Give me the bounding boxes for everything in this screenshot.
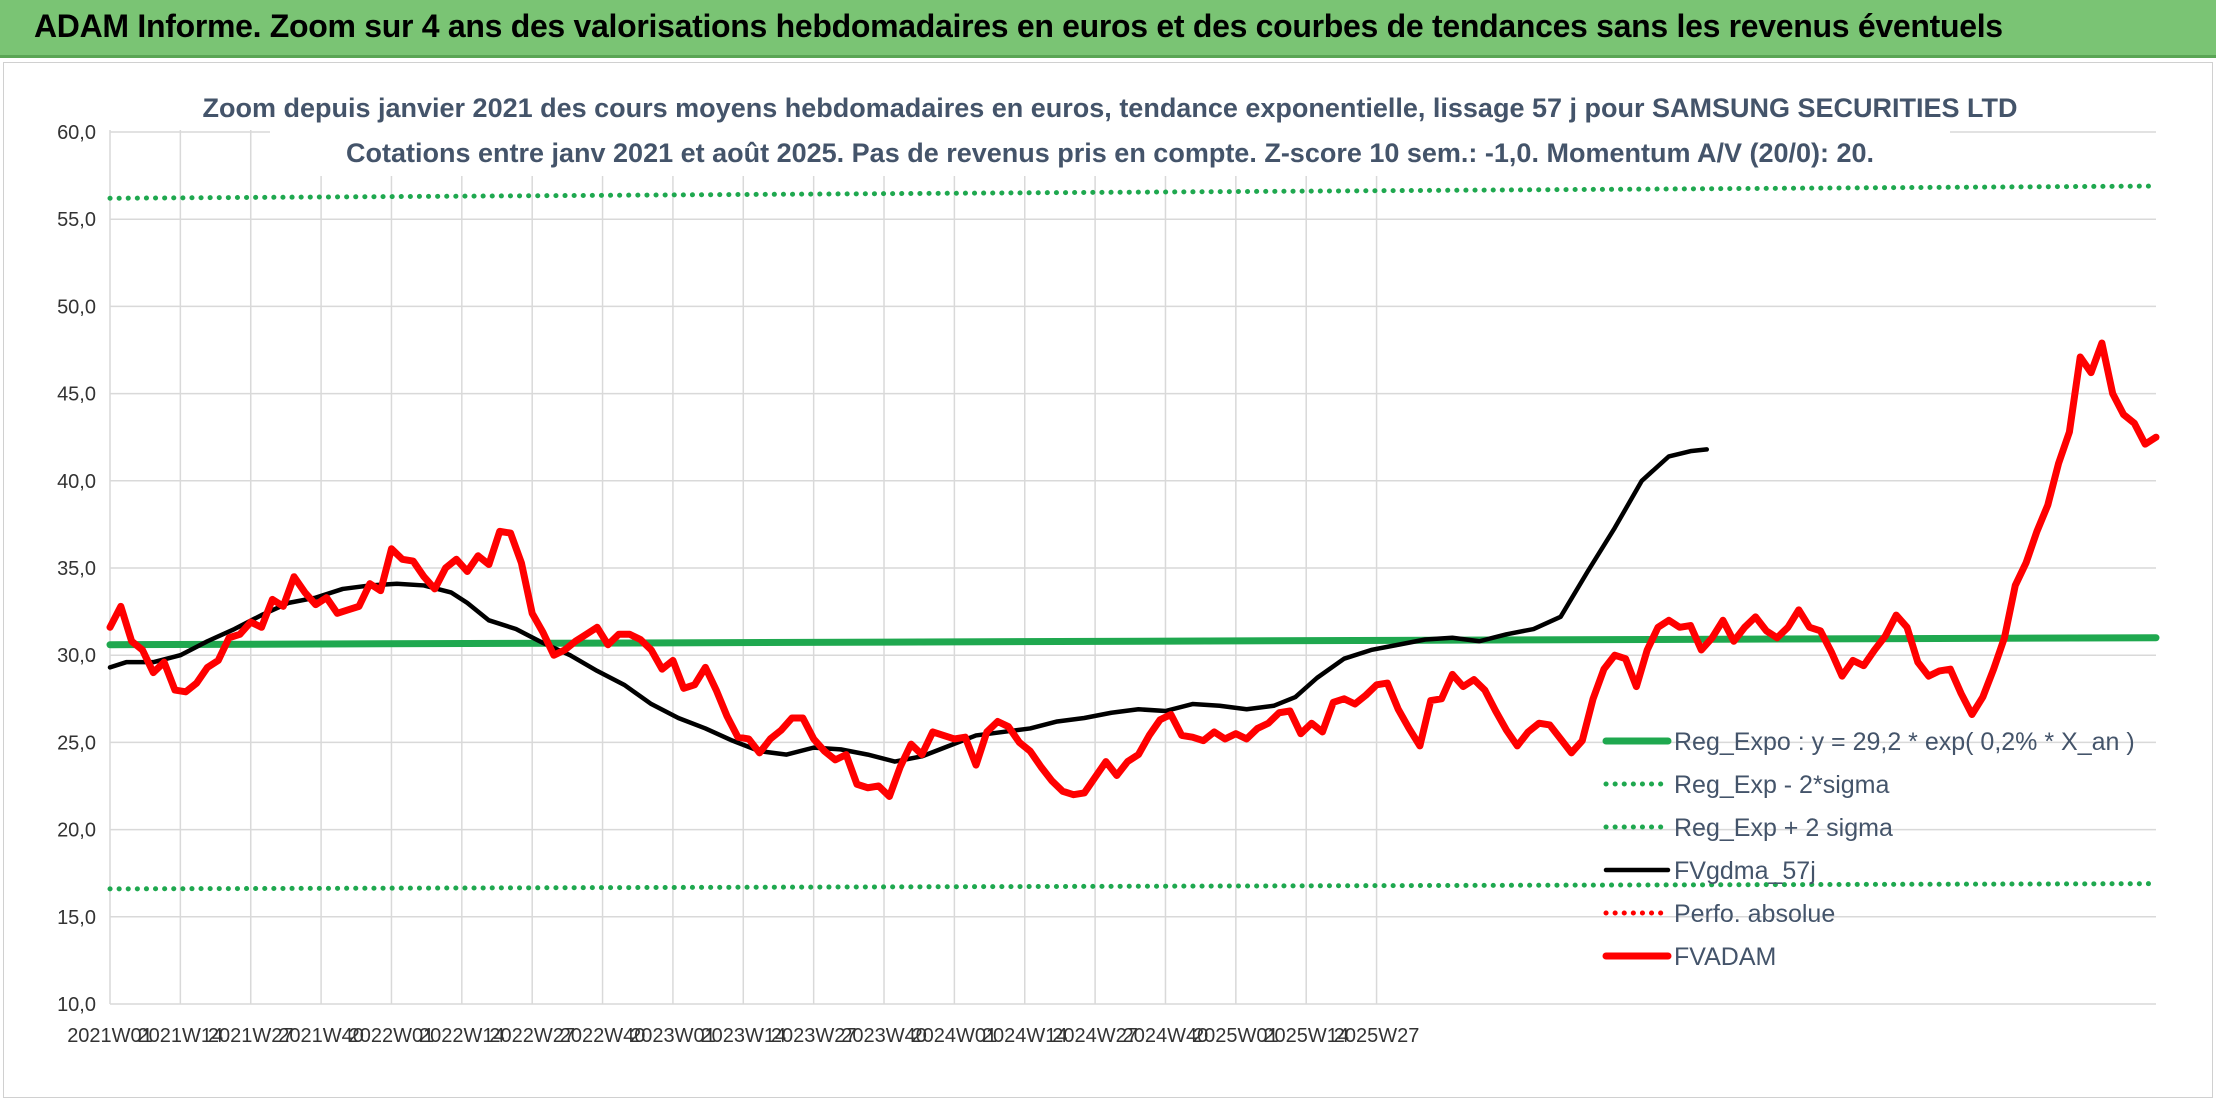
x-tick-label: 2024W40 — [1123, 1025, 1209, 1047]
series-line-5 — [106, 339, 2160, 800]
legend-label-4: Perfo. absolue — [1674, 900, 1835, 928]
x-tick-label: 2021W14 — [138, 1025, 224, 1047]
chart-frame — [3, 62, 2213, 1098]
series — [106, 183, 2160, 892]
x-tick-label: 2023W01 — [630, 1025, 716, 1047]
x-tick-label: 2023W14 — [700, 1025, 786, 1047]
series-line-2 — [107, 183, 2159, 201]
x-tick-label: 2022W14 — [419, 1025, 505, 1047]
x-tick-label: 2023W27 — [771, 1025, 857, 1047]
x-tick-label: 2021W40 — [278, 1025, 364, 1047]
y-axis-ticks: 10,0 15,0 20,0 25,0 30,0 35,0 40,0 45,0 50,0 55,0… — [57, 122, 96, 1016]
legend-label-3: FVgdma_57j — [1674, 857, 1816, 885]
y-tick-label: 40,0 — [57, 471, 96, 493]
x-tick-label: 2021W27 — [208, 1025, 294, 1047]
x-axis-ticks: 2021W012021W142021W272021W402022W012022W… — [67, 1025, 1419, 1047]
x-tick-label: 2025W27 — [1334, 1025, 1420, 1047]
y-tick-label: 45,0 — [57, 384, 96, 406]
x-tick-label: 2023W40 — [841, 1025, 927, 1047]
y-tick-label: 60,0 — [57, 122, 96, 144]
x-tick-label: 2025W14 — [1263, 1025, 1349, 1047]
report-header: ADAM Informe. Zoom sur 4 ans des valoris… — [0, 0, 2216, 58]
x-tick-label: 2024W14 — [982, 1025, 1068, 1047]
chart-titles: Zoom depuis janvier 2021 des cours moyen… — [203, 84, 2018, 176]
x-tick-label: 2024W27 — [1052, 1025, 1138, 1047]
legend-label-0: Reg_Expo : y = 29,2 * exp( 0,2% * X_an ) — [1674, 728, 2135, 756]
x-tick-label: 2022W27 — [489, 1025, 575, 1047]
legend: Reg_Expo : y = 29,2 * exp( 0,2% * X_an )… — [1602, 728, 2135, 971]
series-line-3 — [107, 447, 1709, 764]
chart-title: Zoom depuis janvier 2021 des cours moyen… — [203, 93, 2018, 123]
report-title: ADAM Informe. Zoom sur 4 ans des valoris… — [34, 8, 2003, 44]
x-tick-label: 2025W01 — [1193, 1025, 1279, 1047]
x-tick-label: 2022W40 — [560, 1025, 646, 1047]
y-tick-label: 50,0 — [57, 296, 96, 318]
y-tick-label: 30,0 — [57, 645, 96, 667]
x-tick-label: 2024W01 — [912, 1025, 998, 1047]
series-line-1 — [107, 881, 2159, 892]
x-tick-label: 2022W01 — [349, 1025, 435, 1047]
y-tick-label: 10,0 — [57, 994, 96, 1016]
legend-label-5: FVADAM — [1674, 943, 1776, 971]
y-tick-label: 35,0 — [57, 558, 96, 580]
legend-label-1: Reg_Exp - 2*sigma — [1674, 771, 1889, 799]
grid — [109, 130, 2156, 1005]
title-background — [270, 84, 1950, 176]
y-tick-label: 25,0 — [57, 732, 96, 754]
series-line-0 — [106, 634, 2160, 649]
y-tick-label: 20,0 — [57, 820, 96, 842]
legend-label-2: Reg_Exp + 2 sigma — [1674, 814, 1893, 842]
chart-subtitle: Cotations entre janv 2021 et août 2025. … — [346, 138, 1874, 168]
y-tick-label: 15,0 — [57, 907, 96, 929]
x-tick-label: 2021W01 — [67, 1025, 153, 1047]
y-tick-label: 55,0 — [57, 209, 96, 231]
